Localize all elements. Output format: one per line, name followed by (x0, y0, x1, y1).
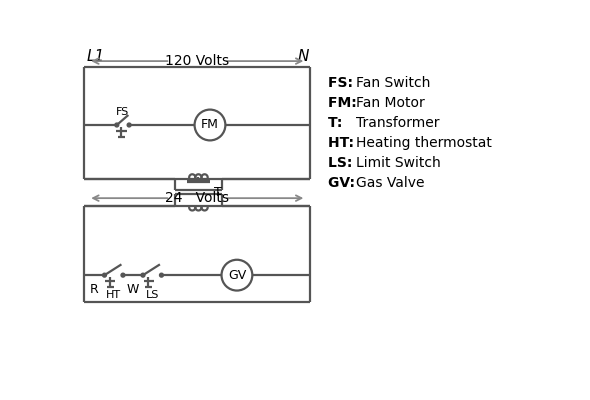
Text: T: T (214, 186, 222, 199)
Circle shape (127, 123, 131, 127)
Text: Gas Valve: Gas Valve (356, 176, 425, 190)
Circle shape (159, 273, 163, 277)
Text: W: W (127, 282, 139, 296)
Text: T:: T: (328, 116, 372, 130)
Text: L1: L1 (87, 49, 105, 64)
Circle shape (103, 273, 106, 277)
Circle shape (121, 273, 125, 277)
Text: FS:: FS: (328, 76, 368, 90)
Text: HT: HT (106, 290, 122, 300)
Circle shape (115, 123, 119, 127)
Text: FM:: FM: (328, 96, 366, 110)
Text: FS: FS (116, 107, 129, 117)
Text: Fan Switch: Fan Switch (356, 76, 431, 90)
Text: Fan Motor: Fan Motor (356, 96, 425, 110)
Text: HT:: HT: (328, 136, 368, 150)
Text: Limit Switch: Limit Switch (356, 156, 441, 170)
Text: FM: FM (201, 118, 219, 132)
Text: GV: GV (228, 269, 246, 282)
Text: 120 Volts: 120 Volts (165, 54, 230, 68)
Text: GV:: GV: (328, 176, 365, 190)
Text: 24   Volts: 24 Volts (165, 191, 230, 205)
Text: LS:: LS: (328, 156, 367, 170)
Text: R: R (90, 282, 99, 296)
Circle shape (141, 273, 145, 277)
Text: LS: LS (146, 290, 159, 300)
Text: N: N (297, 49, 309, 64)
Text: Transformer: Transformer (356, 116, 440, 130)
Text: Heating thermostat: Heating thermostat (356, 136, 492, 150)
